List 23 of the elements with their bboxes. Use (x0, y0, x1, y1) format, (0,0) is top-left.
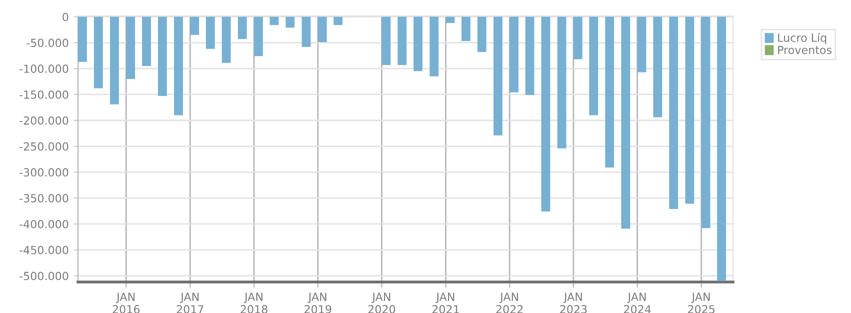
y-tick-label: -500.000 (20, 272, 68, 280)
x-tick-label: JAN 2022 (496, 292, 523, 313)
x-tick-label: JAN 2016 (112, 292, 140, 313)
y-tick-label: -150.000 (20, 90, 68, 99)
y-tick-label: -350.000 (20, 194, 68, 202)
x-tick-label: JAN 2019 (304, 292, 332, 313)
y-tick-label: -50.000 (26, 38, 68, 48)
y-tick-label: -100.000 (20, 64, 68, 73)
y-tick-label: -400.000 (20, 220, 68, 228)
y-tick-label: -250.000 (20, 142, 68, 151)
x-tick-label: JAN 2018 (240, 292, 268, 313)
x-tick-label: JAN 2025 (688, 292, 715, 313)
legend-label: Proventos (778, 46, 832, 54)
x-tick-label: JAN 2017 (176, 292, 204, 313)
legend-label: Lucro Líq (778, 32, 826, 44)
y-tick-label: -200.000 (20, 116, 68, 125)
y-tick-label: -300.000 (20, 168, 68, 177)
x-tick-label: JAN 2023 (560, 292, 587, 313)
y-tick-label: 0 (62, 12, 68, 22)
y-tick-label: -450.000 (20, 246, 68, 254)
x-tick-label: JAN 2020 (368, 292, 396, 313)
x-tick-label: JAN 2021 (432, 292, 459, 313)
x-tick-label: JAN 2024 (624, 292, 651, 313)
